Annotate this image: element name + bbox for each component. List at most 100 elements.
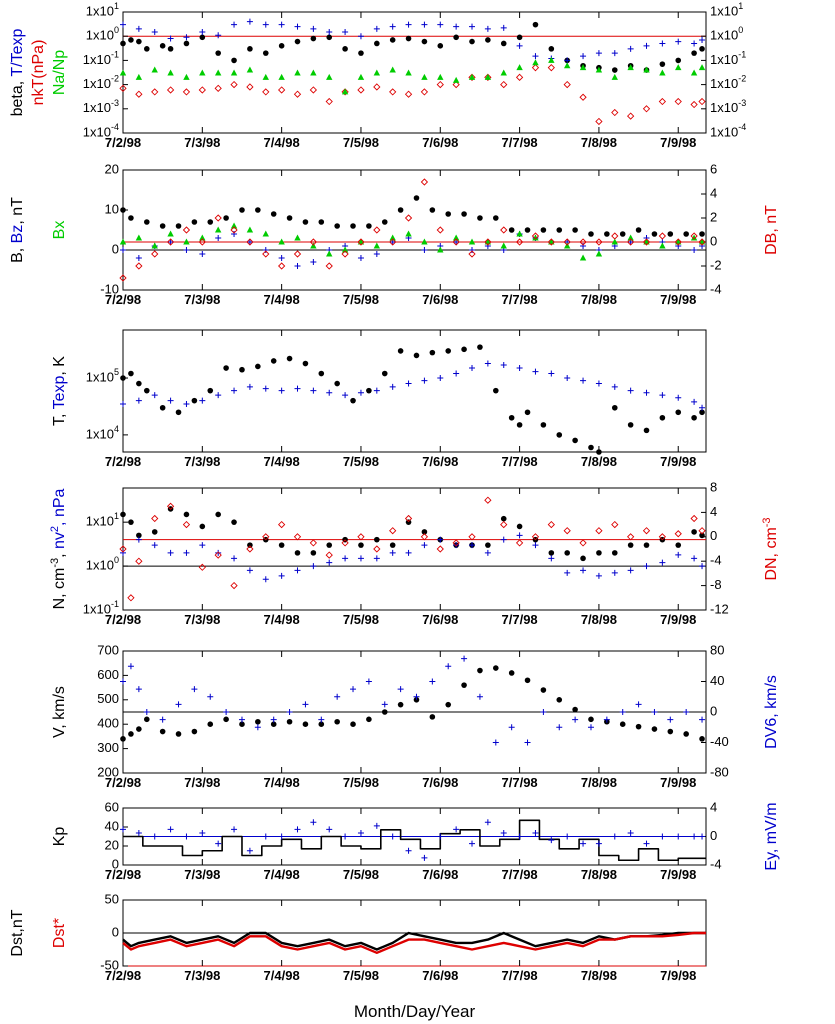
data-point [699,532,705,539]
data-point [159,43,166,49]
data-point [389,88,397,96]
y-right-tick-label: 1x10-4 [710,122,746,139]
data-point [421,542,428,549]
data-point [596,550,602,556]
data-point [461,655,468,662]
data-point [627,238,635,246]
data-point [381,709,388,715]
data-point [667,716,674,723]
data-point [508,670,515,676]
data-point [468,73,476,81]
y-right-tick-label: -12 [710,601,729,616]
data-point [484,360,491,367]
data-point [326,34,333,41]
y-axis-right-label-B: DB, nT [763,205,780,255]
data-point [453,23,460,30]
data-point [278,238,285,245]
data-point [309,238,318,246]
data-point [540,227,547,233]
plot-frame-T [122,329,707,453]
data-point [120,736,126,742]
y-right-tick-label: -4 [710,553,722,568]
data-point [357,389,364,396]
data-point [611,238,618,245]
data-point [166,86,175,94]
data-point [421,854,428,861]
series-N-n [120,506,705,562]
data-point [477,667,483,674]
data-point [699,36,706,43]
data-point [135,557,143,565]
data-point [239,721,245,727]
x-tick-label: 7/4/98 [264,867,300,882]
data-point [579,539,587,547]
data-point [183,73,190,80]
data-point [627,387,634,394]
data-point [357,238,365,246]
data-point [699,716,706,723]
y-right-tick-label: -8 [710,577,722,592]
panel-Kp: 7/2/98 7/3/98 7/4/98 7/5/98 7/6/98 7/7/98 7/8/… [51,799,780,882]
data-point [262,50,269,56]
series-Dst-dst [122,931,706,954]
data-point [167,826,174,833]
data-point [580,567,587,574]
data-point [198,86,206,94]
data-point [468,533,476,541]
data-point [255,363,261,370]
panel-T: 7/2/98 7/3/98 7/4/98 7/5/98 7/6/98 7/7/98 7/8/… [51,329,707,469]
data-point [508,724,515,731]
x-tick-label: 7/4/98 [264,775,300,790]
y-tick-label: 50 [105,891,119,906]
data-point [595,50,602,57]
data-point [135,25,142,32]
data-point [136,726,142,732]
data-point [231,57,237,64]
x-tick-label: 7/7/98 [502,968,538,983]
data-point [611,520,619,529]
data-point [207,721,214,727]
data-point [302,721,309,727]
y-axis-right-label-Kp: Ey, mV/m [763,802,780,870]
data-point [120,678,126,685]
data-point [548,555,555,562]
panel-V: 7/2/98 7/3/98 7/4/98 7/5/98 7/6/98 7/7/98 7/8/… [51,642,780,790]
data-point [675,394,682,401]
data-point [500,40,507,47]
data-point [373,226,381,234]
data-point [278,572,285,579]
y-axis-label-beta: beta, T/Texp [9,29,26,117]
data-point [389,542,396,548]
data-point [564,569,571,576]
data-point [675,542,682,548]
data-point [484,496,492,504]
data-point [262,250,270,258]
data-point [246,238,254,246]
data-point [579,254,587,261]
x-tick-label: 7/9/98 [660,292,696,307]
data-point [318,721,325,727]
x-tick-label: 7/2/98 [105,454,141,469]
series-Kp-ey [120,819,706,861]
data-point [627,64,634,71]
y-tick-label: 1x10-1 [83,599,119,616]
data-point [690,234,698,241]
data-point [246,383,253,390]
data-point [524,739,531,746]
data-point [350,721,356,727]
data-point [191,728,198,735]
data-point [595,380,602,387]
y-axis-label-N: N, cm-3, nv2, nPa [49,488,68,609]
y-right-tick-label: 1x100 [710,26,743,43]
series-beta-beta [120,21,705,73]
data-point [563,62,571,69]
data-point [270,358,277,364]
data-point [309,539,318,547]
data-point [214,84,222,92]
data-point [627,234,634,241]
data-point [413,697,420,703]
data-point [516,42,523,49]
data-point [334,718,340,725]
data-point [532,829,539,836]
data-point [246,545,254,553]
